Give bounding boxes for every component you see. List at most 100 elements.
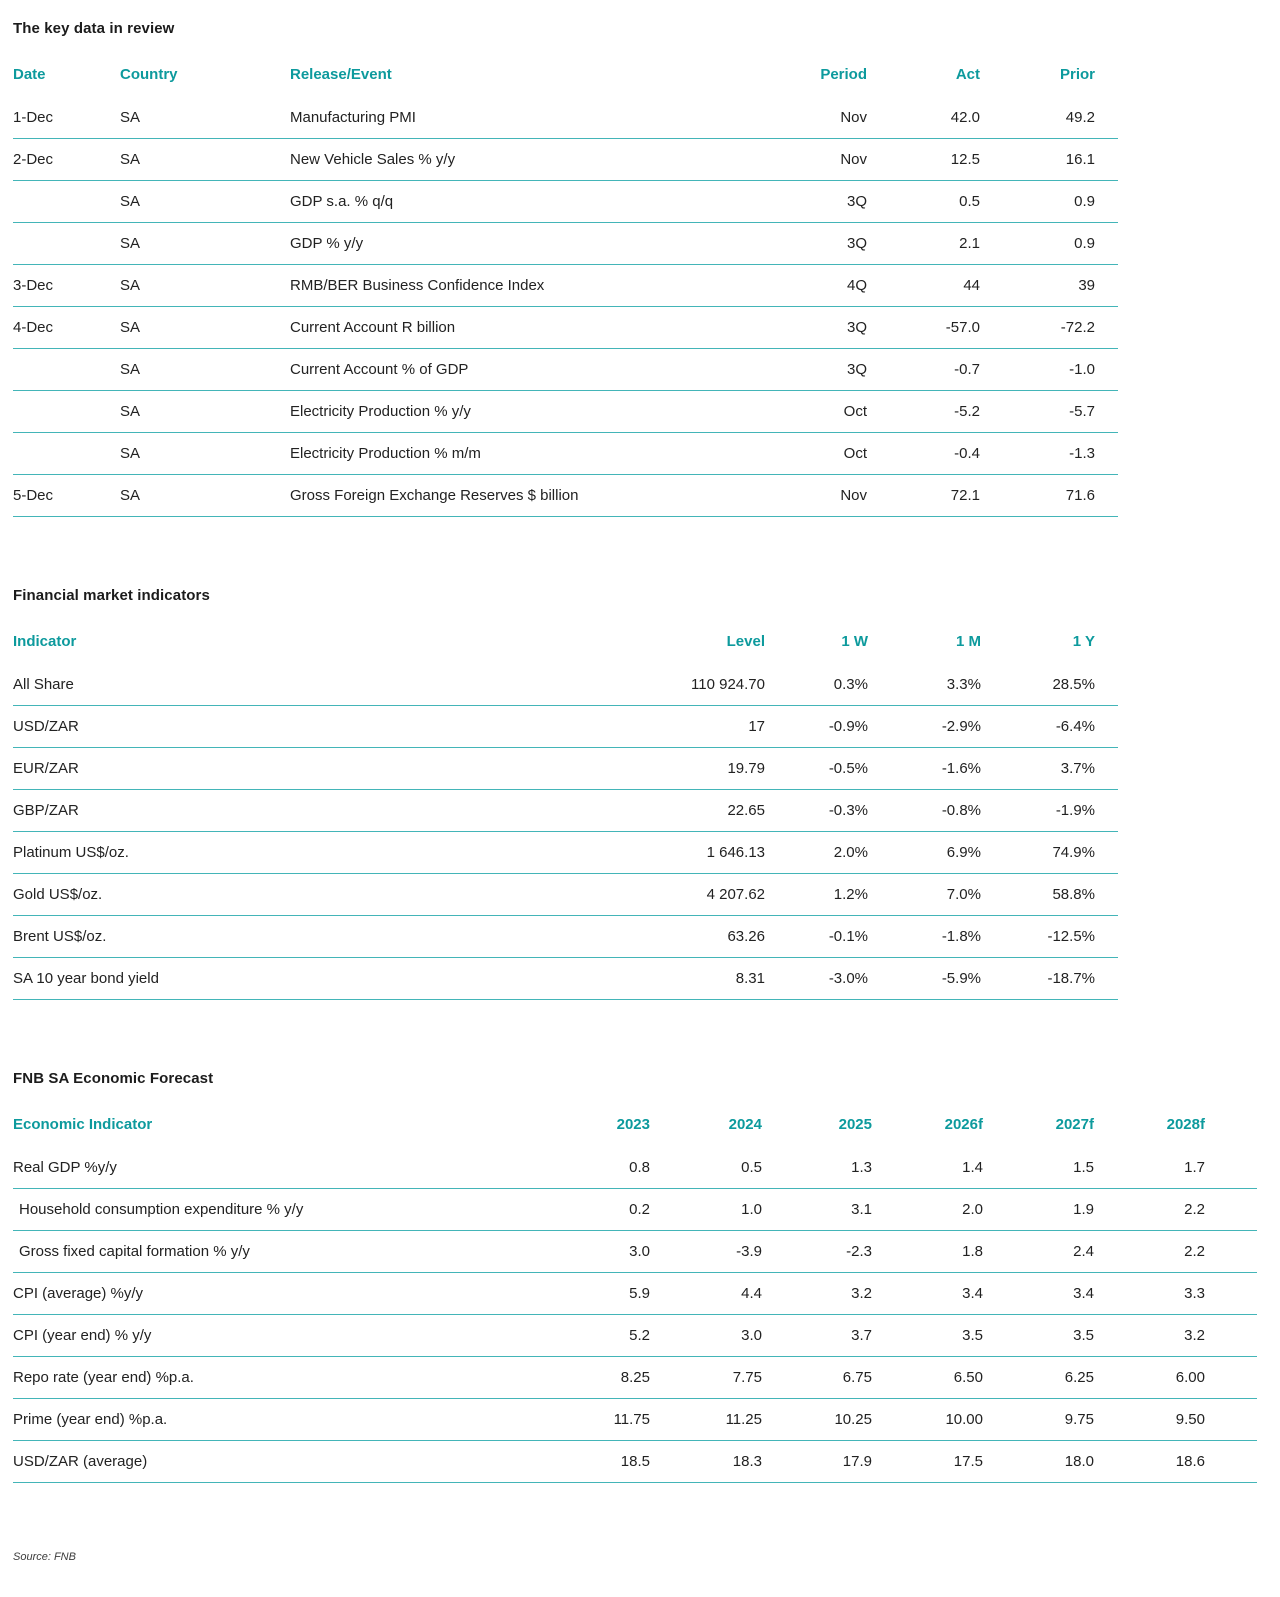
fnb-forecast-cell: 11.25 <box>650 1398 762 1441</box>
fnb-forecast-cell: 6.75 <box>762 1356 872 1399</box>
key-data-cell <box>13 390 120 433</box>
fnb-forecast-cell: 3.4 <box>983 1272 1094 1315</box>
financial-market-cell: USD/ZAR <box>13 705 563 748</box>
financial-market-cell: Gold US$/oz. <box>13 873 563 916</box>
key-data-cell: 72.1 <box>867 474 980 517</box>
fnb-forecast-cell: 18.3 <box>650 1440 762 1483</box>
financial-market-cell: 110 924.70 <box>563 664 765 706</box>
table-row: CPI (average) %y/y 5.9 4.4 3.2 3.4 3.4 3.3 <box>13 1272 1257 1315</box>
financial-market-cell: 3.3% <box>868 664 981 706</box>
fnb-forecast-cell: -2.3 <box>762 1230 872 1273</box>
key-data-cell: 0.5 <box>867 180 980 223</box>
financial-market-cell: -2.9% <box>868 705 981 748</box>
fnb-forecast-cell: 3.3 <box>1094 1272 1257 1315</box>
table-row: Brent US$/oz. 63.26 -0.1% -1.8% -12.5% <box>13 915 1118 958</box>
fnb-forecast-cell: 0.2 <box>538 1188 650 1231</box>
financial-market-cell: -1.9% <box>981 789 1118 832</box>
table-row: 2-Dec SA New Vehicle Sales % y/y Nov 12.5 16.… <box>13 138 1118 181</box>
fnb-forecast-cell: USD/ZAR (average) <box>13 1440 538 1483</box>
fnb-forecast-cell: 3.7 <box>762 1314 872 1357</box>
key-data-cell: SA <box>120 97 290 139</box>
key-data-cell: SA <box>120 390 290 433</box>
key-data-cell: SA <box>120 222 290 265</box>
table-row: 4-Dec SA Current Account R billion 3Q -57.0-… <box>13 306 1118 349</box>
financial-market-title: Financial market indicators <box>13 587 210 604</box>
fnb-forecast-cell: 1.3 <box>762 1147 872 1189</box>
key-data-cell: SA <box>120 306 290 349</box>
fnb-forecast-cell: 1.7 <box>1094 1147 1257 1189</box>
fnb-forecast-cell: 6.50 <box>872 1356 983 1399</box>
key-data-cell <box>13 222 120 265</box>
key-data-cell: 44 <box>867 264 980 307</box>
fnb-forecast-cell: 3.1 <box>762 1188 872 1231</box>
financial-market-cell: 2.0% <box>765 831 868 874</box>
key-data-cell <box>13 348 120 391</box>
fnb-forecast-cell: 3.0 <box>538 1230 650 1273</box>
key-data-table: Date Country Release/Event Period Act Prior 1-… <box>13 64 1118 517</box>
key-data-table-container: Date Country Release/Event Period Act Prior 1-… <box>13 64 1270 517</box>
key-data-cell: SA <box>120 138 290 181</box>
table-row: USD/ZAR (average) 18.5 18.3 17.9 17.5 18.0 18.… <box>13 1440 1257 1483</box>
key-data-cell: Current Account % of GDP <box>290 348 755 391</box>
financial-market-cell: EUR/ZAR <box>13 747 563 790</box>
fnb-forecast-cell: 0.5 <box>650 1147 762 1189</box>
key-data-column-header-3: Period <box>820 66 867 83</box>
key-data-cell: -1.3 <box>980 432 1118 475</box>
key-data-cell: SA <box>120 180 290 223</box>
key-data-cell: -5.2 <box>867 390 980 433</box>
fnb-forecast-cell: Prime (year end) %p.a. <box>13 1398 538 1441</box>
key-data-cell: -0.4 <box>867 432 980 475</box>
fnb-forecast-cell: 1.0 <box>650 1188 762 1231</box>
key-data-cell: -1.0 <box>980 348 1118 391</box>
key-data-cell: 16.1 <box>980 138 1118 181</box>
fnb-forecast-cell: 4.4 <box>650 1272 762 1315</box>
table-row: SA GDP % y/y 3Q 2.1 0.9 <box>13 222 1118 265</box>
key-data-cell: 3Q <box>755 348 867 391</box>
fnb-forecast-cell: 3.2 <box>1094 1314 1257 1357</box>
financial-market-cell: -12.5% <box>981 915 1118 958</box>
table-row: 1-Dec SA Manufacturing PMI Nov 42.0 49.2 <box>13 97 1118 139</box>
key-data-cell <box>13 432 120 475</box>
key-data-cell: Current Account R billion <box>290 306 755 349</box>
key-data-cell: Manufacturing PMI <box>290 97 755 139</box>
financial-market-cell: -1.6% <box>868 747 981 790</box>
financial-market-cell: 22.65 <box>563 789 765 832</box>
fnb-forecast-cell: 2.2 <box>1094 1188 1257 1231</box>
table-row: All Share 110 924.70 0.3% 3.3% 28.5% <box>13 664 1118 706</box>
financial-market-cell: 8.31 <box>563 957 765 1000</box>
key-data-cell: -72.2 <box>980 306 1118 349</box>
key-data-cell: Oct <box>755 390 867 433</box>
fnb-forecast-column-header-3: 2025 <box>838 1116 872 1133</box>
financial-market-table: Indicator Level 1 W 1 M 1 Y All Share 110 924.… <box>13 631 1118 1000</box>
key-data-cell: Nov <box>755 138 867 181</box>
financial-market-table-container: Indicator Level 1 W 1 M 1 Y All Share 110 924.… <box>13 631 1270 1000</box>
fnb-forecast-column-header-1: 2023 <box>616 1116 650 1133</box>
key-data-cell: SA <box>120 348 290 391</box>
key-data-cell: 5-Dec <box>13 474 120 517</box>
fnb-forecast-cell: 3.4 <box>872 1272 983 1315</box>
key-data-column-header-2: Release/Event <box>290 66 392 83</box>
table-row: Prime (year end) %p.a. 11.75 11.25 10.25 10.… <box>13 1398 1257 1441</box>
table-row: SA Electricity Production % m/m Oct -0.4 -1.… <box>13 432 1118 475</box>
financial-market-cell: -0.1% <box>765 915 868 958</box>
financial-market-cell: -0.8% <box>868 789 981 832</box>
financial-market-cell: All Share <box>13 664 563 706</box>
financial-market-cell: SA 10 year bond yield <box>13 957 563 1000</box>
key-data-cell: 0.9 <box>980 180 1118 223</box>
financial-market-cell: -0.5% <box>765 747 868 790</box>
key-data-cell: GDP s.a. % q/q <box>290 180 755 223</box>
financial-market-cell: -1.8% <box>868 915 981 958</box>
fnb-forecast-cell: 7.75 <box>650 1356 762 1399</box>
fnb-forecast-cell: CPI (year end) % y/y <box>13 1314 538 1357</box>
financial-market-cell: 63.26 <box>563 915 765 958</box>
key-data-cell: 71.6 <box>980 474 1118 517</box>
fnb-forecast-cell: 1.4 <box>872 1147 983 1189</box>
financial-market-cell: 1 646.13 <box>563 831 765 874</box>
key-data-cell: Electricity Production % m/m <box>290 432 755 475</box>
key-data-cell: SA <box>120 474 290 517</box>
key-data-cell: -57.0 <box>867 306 980 349</box>
table-row: Gold US$/oz. 4 207.62 1.2% 7.0% 58.8% <box>13 873 1118 916</box>
fnb-forecast-cell: 10.00 <box>872 1398 983 1441</box>
key-data-cell: Oct <box>755 432 867 475</box>
fnb-forecast-cell: 1.8 <box>872 1230 983 1273</box>
